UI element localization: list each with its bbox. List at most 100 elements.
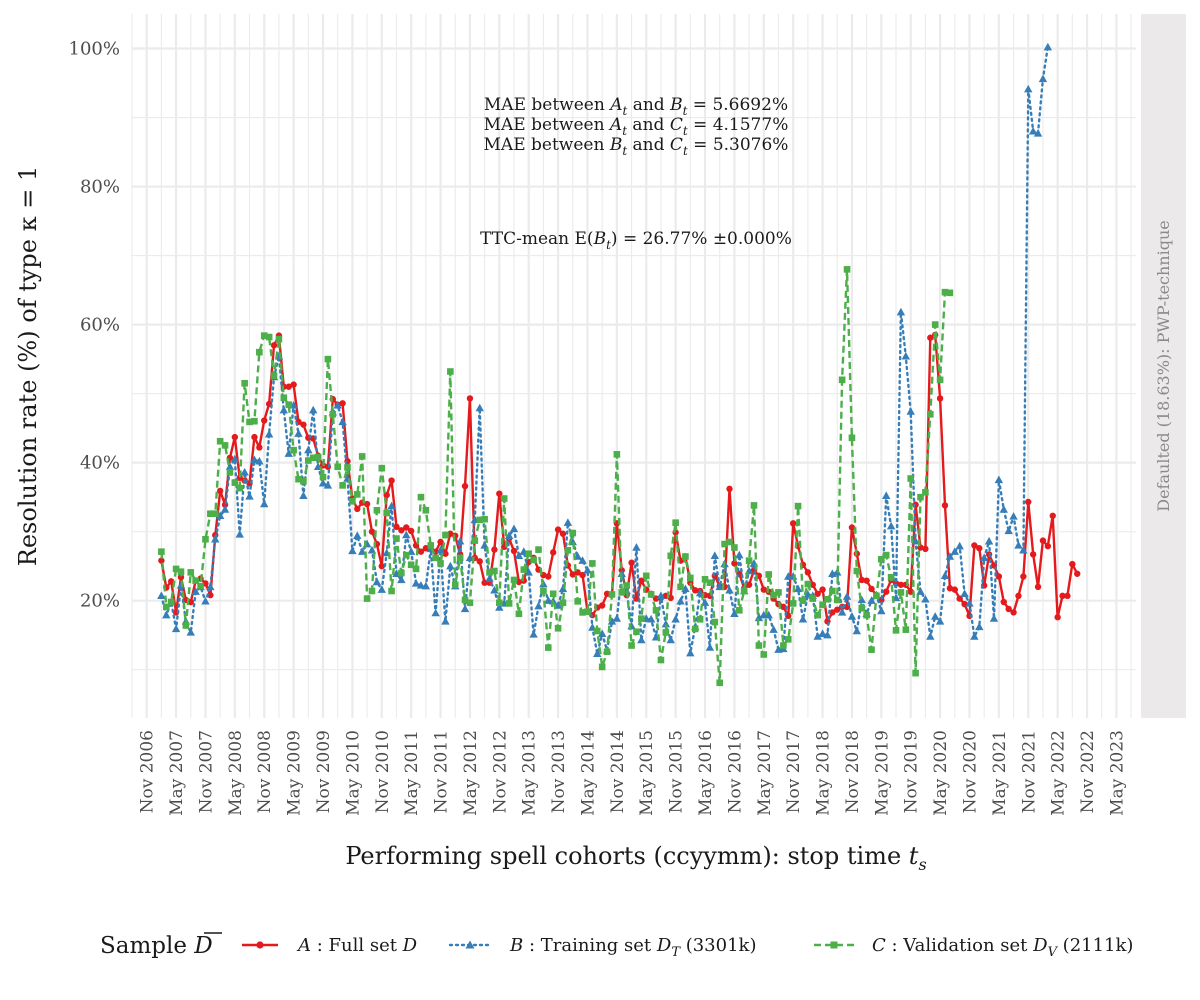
data-point-C bbox=[843, 266, 851, 273]
data-point-C bbox=[829, 587, 836, 595]
x-tick-label: Nov 2013 bbox=[549, 730, 569, 813]
data-point-C bbox=[451, 581, 459, 589]
data-point-C bbox=[280, 394, 288, 402]
data-point-C bbox=[633, 628, 640, 636]
legend-label-training-set: B : Training set DT (3301k) bbox=[509, 935, 756, 960]
data-point-C bbox=[618, 589, 626, 596]
x-tick-label: May 2012 bbox=[461, 730, 481, 816]
data-point-C bbox=[863, 611, 870, 619]
data-point-B bbox=[1033, 129, 1043, 137]
data-point-B bbox=[504, 531, 514, 539]
data-point-B bbox=[725, 585, 734, 594]
data-point-A bbox=[1010, 609, 1017, 616]
annotation-mae-ab: MAE between At and Bt = 5.6692% bbox=[484, 95, 788, 118]
data-point-C bbox=[192, 577, 199, 584]
data-point-B bbox=[656, 591, 666, 600]
data-point-A bbox=[726, 485, 733, 493]
data-point-B bbox=[950, 547, 959, 555]
data-point-C bbox=[314, 453, 322, 461]
data-point-A bbox=[158, 557, 165, 564]
x-tick-label: Nov 2007 bbox=[196, 730, 216, 813]
data-point-C bbox=[226, 468, 234, 476]
data-point-C bbox=[897, 589, 905, 596]
data-point-C bbox=[780, 642, 787, 649]
data-point-A bbox=[466, 395, 474, 402]
data-point-C bbox=[662, 629, 670, 636]
data-point-C bbox=[515, 610, 523, 618]
x-axis-title: Performing spell cohorts (ccyymm): stop … bbox=[345, 842, 926, 874]
data-point-A bbox=[745, 581, 753, 588]
data-point-A bbox=[378, 562, 385, 570]
data-point-B bbox=[847, 612, 857, 620]
data-point-A bbox=[1029, 551, 1037, 558]
x-tick-label: Nov 2020 bbox=[960, 730, 980, 813]
data-point-B bbox=[886, 521, 896, 530]
data-point-A bbox=[363, 500, 371, 508]
data-point-C bbox=[819, 601, 826, 609]
data-point-B bbox=[524, 567, 533, 576]
data-point-C bbox=[461, 596, 469, 604]
data-point-C bbox=[177, 568, 185, 575]
data-point-C bbox=[677, 583, 684, 591]
data-point-C bbox=[716, 679, 724, 687]
data-point-B bbox=[475, 403, 484, 412]
data-point-C bbox=[447, 368, 454, 375]
data-point-C bbox=[260, 332, 268, 339]
data-point-C bbox=[275, 335, 283, 343]
data-point-C bbox=[349, 497, 356, 505]
data-point-C bbox=[540, 587, 547, 595]
x-axis-title-subscript: s bbox=[918, 855, 926, 874]
data-point-B bbox=[529, 630, 538, 638]
data-point-B bbox=[157, 591, 166, 600]
data-point-B bbox=[970, 632, 979, 640]
data-point-B bbox=[260, 499, 269, 508]
data-point-C bbox=[305, 457, 312, 464]
data-point-B bbox=[926, 632, 935, 640]
data-point-C bbox=[530, 556, 537, 564]
data-point-A bbox=[922, 545, 929, 553]
data-point-B bbox=[206, 582, 215, 591]
data-point-B bbox=[353, 531, 362, 539]
data-point-A bbox=[207, 591, 214, 599]
data-point-C bbox=[623, 582, 630, 589]
data-point-A bbox=[300, 421, 307, 428]
data-point-C bbox=[167, 598, 175, 606]
data-point-A bbox=[388, 477, 395, 484]
data-point-B bbox=[764, 610, 773, 619]
data-point-C bbox=[804, 580, 812, 588]
data-point-B bbox=[671, 614, 680, 623]
data-point-C bbox=[603, 648, 611, 656]
data-point-B bbox=[661, 619, 671, 628]
data-point-C bbox=[344, 464, 351, 471]
data-point-B bbox=[563, 518, 573, 526]
data-point-C bbox=[799, 597, 807, 604]
data-point-B bbox=[446, 561, 455, 570]
y-tick-label: 80% bbox=[80, 177, 120, 198]
data-point-C bbox=[878, 555, 885, 563]
data-point-A bbox=[407, 527, 415, 535]
data-point-B bbox=[421, 581, 431, 590]
x-tick-label: May 2020 bbox=[931, 730, 951, 816]
x-tick-label: Nov 2017 bbox=[784, 730, 804, 813]
data-point-A bbox=[461, 482, 469, 490]
x-tick-label: Nov 2016 bbox=[725, 730, 745, 813]
data-point-C bbox=[481, 515, 488, 523]
data-point-A bbox=[1059, 592, 1066, 600]
data-point-A bbox=[216, 487, 224, 495]
data-point-A bbox=[927, 334, 934, 341]
data-point-B bbox=[715, 582, 724, 591]
data-point-C bbox=[221, 442, 229, 449]
data-point-B bbox=[338, 417, 347, 426]
data-point-C bbox=[858, 604, 866, 612]
data-point-B bbox=[323, 481, 333, 489]
facet-strip-background bbox=[1141, 14, 1186, 718]
data-point-C bbox=[755, 642, 763, 649]
data-point-B bbox=[245, 492, 254, 500]
data-point-C bbox=[691, 625, 699, 633]
data-point-A bbox=[848, 524, 856, 531]
data-point-C bbox=[182, 622, 190, 629]
x-tick-label: Nov 2012 bbox=[490, 730, 510, 813]
data-point-A bbox=[863, 577, 870, 584]
data-point-C bbox=[236, 484, 244, 492]
